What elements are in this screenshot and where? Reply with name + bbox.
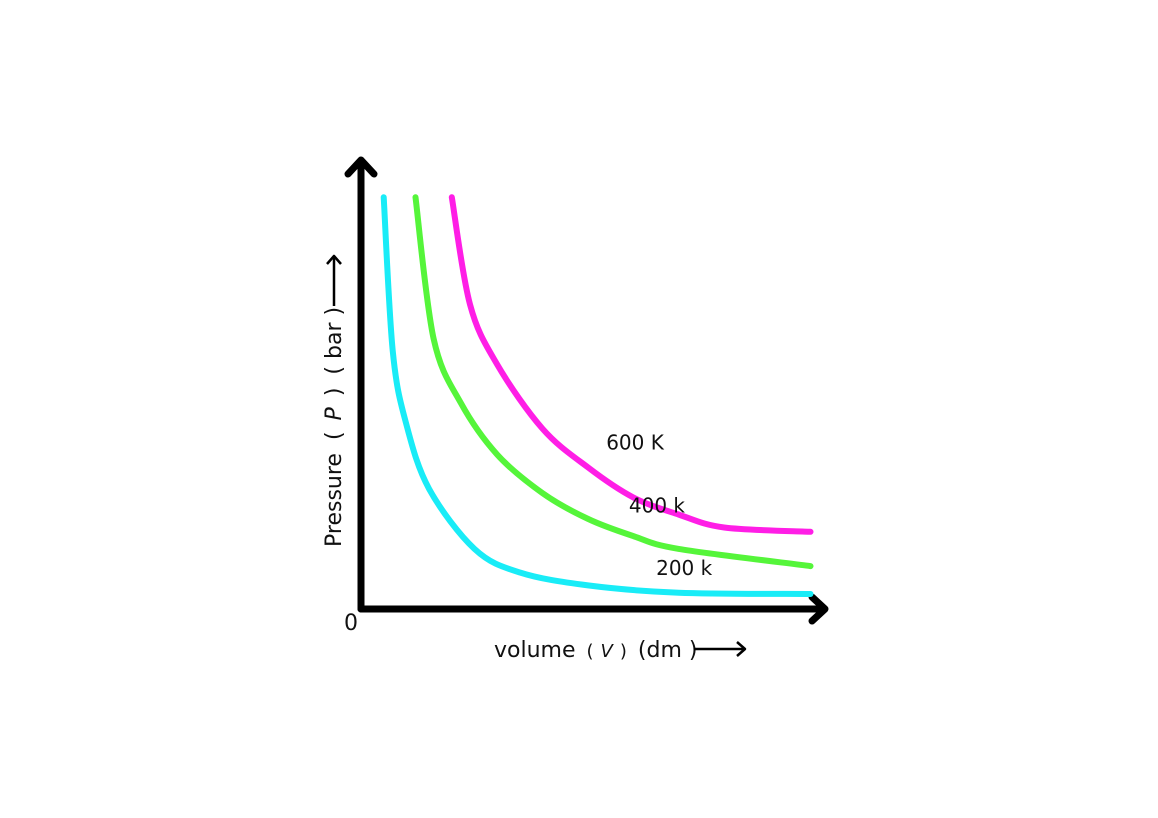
svg-text:volume ( V ): volume ( V ) (dm ) <box>494 638 697 663</box>
curve-label-200-k: 200 k <box>656 556 713 580</box>
curve-label-400-k: 400 k <box>629 493 686 517</box>
y-label-close: ) <box>322 388 347 397</box>
x-axis-label: volume ( V ) (dm ) <box>494 638 747 663</box>
curve-label-600-k: 600 K <box>606 430 665 454</box>
x-label-prefix: volume <box>494 638 576 663</box>
y-axis-label: Pressure ( P ) ( bar ) <box>322 307 347 547</box>
x-label-unit: (dm ) <box>638 638 698 663</box>
curve-400-k <box>412 194 814 570</box>
x-label-open: ( <box>587 641 594 662</box>
x-label-symbol: V <box>601 641 615 662</box>
axes <box>344 156 829 625</box>
x-axis-arrowhead <box>808 593 829 625</box>
y-label-unit: ( bar ) <box>322 307 347 375</box>
x-label-arrow <box>694 641 747 657</box>
curve-200-k <box>380 194 814 597</box>
curves <box>380 194 814 597</box>
y-label-open: ( <box>322 431 347 440</box>
y-label-prefix: Pressure <box>322 453 347 547</box>
curve-600-k <box>448 194 814 535</box>
y-label-arrow <box>326 254 342 306</box>
curve-labels: 600 K 400 k 200 k <box>606 430 712 580</box>
y-label-symbol: P <box>322 406 347 420</box>
origin-label: 0 <box>344 611 358 636</box>
y-axis-arrowhead <box>344 156 378 178</box>
x-label-close: ) <box>620 641 627 662</box>
svg-text:Pressure ( P: Pressure ( P ) ( bar ) <box>322 307 347 547</box>
